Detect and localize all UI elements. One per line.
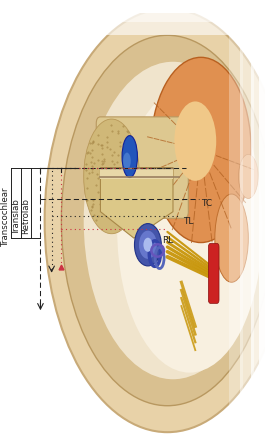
- FancyBboxPatch shape: [0, 9, 279, 22]
- Text: RL: RL: [162, 236, 174, 245]
- Ellipse shape: [151, 57, 251, 243]
- Text: Retrolab: Retrolab: [21, 198, 30, 234]
- Ellipse shape: [123, 153, 131, 169]
- FancyBboxPatch shape: [229, 0, 243, 441]
- Circle shape: [143, 238, 152, 252]
- FancyBboxPatch shape: [0, 0, 279, 13]
- FancyBboxPatch shape: [0, 22, 279, 35]
- FancyBboxPatch shape: [208, 243, 219, 303]
- PathPatch shape: [100, 168, 173, 179]
- FancyBboxPatch shape: [240, 0, 254, 441]
- Ellipse shape: [239, 154, 258, 198]
- Circle shape: [134, 224, 161, 266]
- Ellipse shape: [84, 119, 140, 234]
- Ellipse shape: [84, 62, 262, 379]
- Ellipse shape: [61, 35, 273, 406]
- Text: TL: TL: [183, 217, 193, 226]
- Ellipse shape: [174, 101, 216, 181]
- FancyBboxPatch shape: [259, 0, 273, 441]
- Circle shape: [139, 231, 157, 259]
- Text: TC: TC: [201, 199, 212, 208]
- FancyBboxPatch shape: [96, 117, 188, 218]
- Ellipse shape: [215, 194, 248, 282]
- Text: Translab: Translab: [12, 198, 21, 234]
- PathPatch shape: [100, 168, 173, 238]
- FancyBboxPatch shape: [251, 0, 265, 441]
- Ellipse shape: [117, 86, 262, 373]
- Ellipse shape: [142, 231, 162, 265]
- FancyBboxPatch shape: [265, 0, 279, 441]
- Ellipse shape: [122, 136, 138, 177]
- Ellipse shape: [45, 9, 279, 432]
- Text: Transcochlear: Transcochlear: [1, 187, 10, 246]
